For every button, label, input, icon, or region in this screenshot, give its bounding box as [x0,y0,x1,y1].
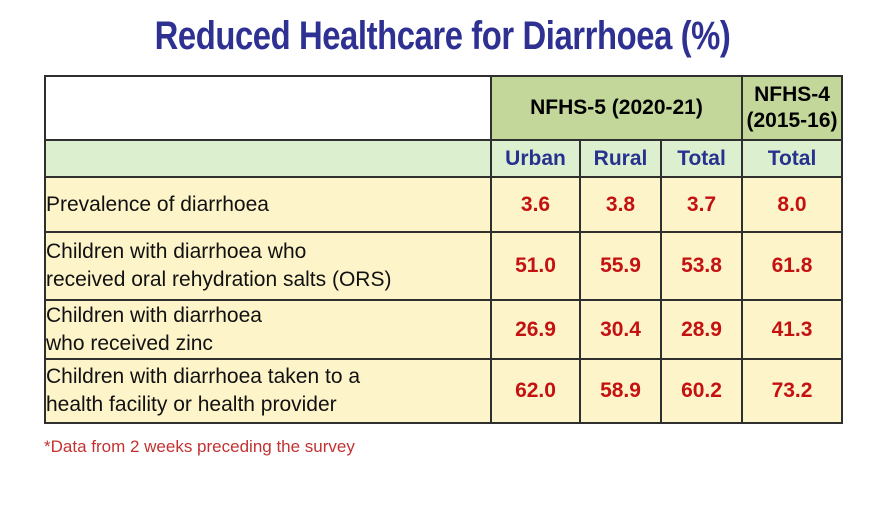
footnote: *Data from 2 weeks preceding the survey [44,437,355,456]
healthcare-data-table: NFHS-5 (2020-21) NFHS-4 (2015-16) Urban … [44,75,843,424]
column-header-total-nfhs5: Total [660,139,743,178]
cell-rural: 58.9 [579,358,662,424]
cell-rural: 3.8 [579,176,662,233]
cell-total-nfhs4: 61.8 [741,231,843,301]
slide-title: Reduced Healthcare for Diarrhoea (%) [154,14,731,58]
cell-total-nfhs4: 8.0 [741,176,843,233]
corner-spacer [44,75,492,141]
group-header-nfhs4-line2: (2015-16) [746,109,838,132]
row-label-line1: Children with diarrhoea [46,303,262,327]
row-label: Children with diarrhoea taken to a healt… [44,358,492,424]
row-label: Children with diarrhoea who received ora… [44,231,492,301]
cell-urban: 62.0 [490,358,581,424]
group-header-nfhs5-line1: NFHS-5 (2020-21) [530,96,703,119]
cell-total-nfhs4: 73.2 [741,358,843,424]
table-row-health-facility: Children with diarrhoea taken to a healt… [44,358,843,424]
column-header-total-nfhs4: Total [741,139,843,178]
row-label-line1: Children with diarrhoea taken to a [46,365,361,388]
row-label-line2: health facility or health provider [46,393,337,416]
row-label: Children with diarrhoea who received zin… [44,299,492,360]
row-label-line1: Children with diarrhoea who [46,240,307,263]
table-row-ors: Children with diarrhoea who received ora… [44,231,843,301]
row-label-line2: received oral rehydration salts (ORS) [46,268,392,291]
cell-urban: 3.6 [490,176,581,233]
cell-rural: 30.4 [579,299,662,360]
column-header-row: Urban Rural Total Total [44,139,843,178]
table-row-prevalence: Prevalence of diarrhoea 3.6 3.8 3.7 8.0 [44,176,843,233]
column-header-rural: Rural [579,139,662,178]
group-header-row: NFHS-5 (2020-21) NFHS-4 (2015-16) [44,75,843,141]
cell-total-nfhs4: 41.3 [741,299,843,360]
group-header-nfhs4: NFHS-4 (2015-16) [741,75,843,141]
cell-total-nfhs5: 28.9 [660,299,743,360]
cell-urban: 26.9 [490,299,581,360]
table-row-zinc: Children with diarrhoea who received zin… [44,299,843,360]
column-header-urban: Urban [490,139,581,178]
row-label: Prevalence of diarrhoea [44,176,492,233]
cell-rural: 55.9 [579,231,662,301]
cell-total-nfhs5: 3.7 [660,176,743,233]
row-label-line1: Prevalence of diarrhoea [46,192,269,216]
row-label-line2: who received zinc [46,331,213,355]
cell-urban: 51.0 [490,231,581,301]
column-header-spacer [44,139,492,178]
group-header-nfhs5: NFHS-5 (2020-21) [490,75,743,141]
group-header-nfhs4-line1: NFHS-4 [754,83,830,106]
cell-total-nfhs5: 53.8 [660,231,743,301]
cell-total-nfhs5: 60.2 [660,358,743,424]
